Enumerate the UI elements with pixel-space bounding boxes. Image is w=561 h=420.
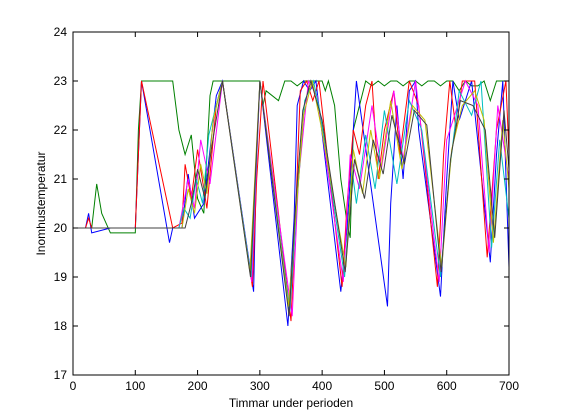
series-line-7 xyxy=(73,79,510,317)
y-tick-label: 22 xyxy=(54,123,68,137)
y-axis-label: Inomhustemperatur xyxy=(34,151,48,255)
series-line-1 xyxy=(73,79,509,238)
x-tick-label: 100 xyxy=(125,379,145,393)
series-line-2 xyxy=(73,79,510,327)
y-tick-label: 19 xyxy=(54,270,68,284)
plot-frame xyxy=(72,31,510,376)
y-tick-label: 24 xyxy=(54,25,68,39)
x-tick-label: 400 xyxy=(312,379,332,393)
x-tick-label: 0 xyxy=(70,379,77,393)
y-tick-label: 23 xyxy=(54,74,68,88)
x-tick-label: 300 xyxy=(250,379,270,393)
x-tick-label: 200 xyxy=(188,379,208,393)
y-tick-label: 21 xyxy=(54,172,68,186)
x-tick-label: 700 xyxy=(499,379,519,393)
series-line-6 xyxy=(73,80,510,307)
x-tick-label: 500 xyxy=(374,379,394,393)
x-axis-label: Timmar under perioden xyxy=(229,396,353,410)
y-tick-label: 18 xyxy=(54,319,68,333)
y-tick-label: 17 xyxy=(54,368,68,382)
series-layer xyxy=(73,79,510,327)
tick-layer: 0 100 200 300 400 500 600 700 17 18 19 20 21 22 23 24 xyxy=(54,25,520,393)
x-tick-label: 600 xyxy=(437,379,457,393)
y-tick-label: 20 xyxy=(54,221,68,235)
series-line-4 xyxy=(73,79,510,317)
